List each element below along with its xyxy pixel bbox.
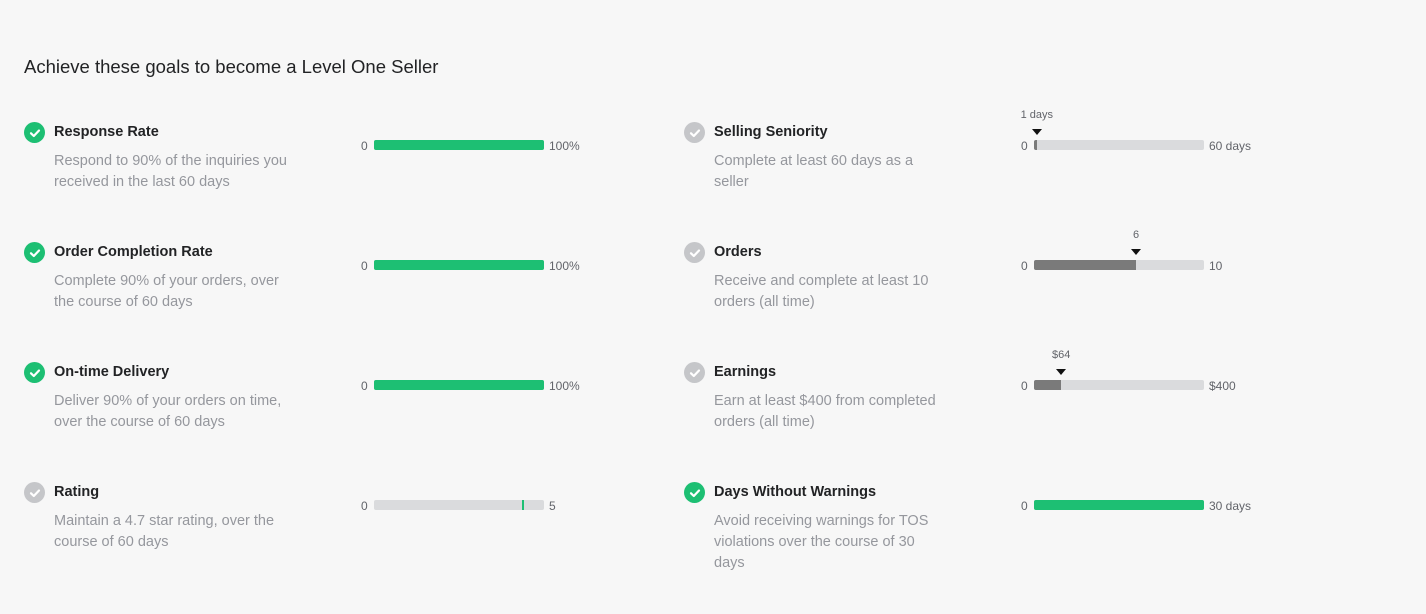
goal-progress: 0 100% [361,139,621,169]
progress-track [374,140,544,150]
progress-fill [374,140,544,150]
goal-description: Deliver 90% of your orders on time, over… [54,393,282,430]
goal-description: Respond to 90% of the inquiries you rece… [54,153,287,190]
progress-max-label: 100% [549,139,580,153]
goal-progress: 0 5 [361,499,621,529]
progress-track [374,260,544,270]
goal-name: Rating [54,484,100,500]
goal-progress: 0 10 6 [1021,229,1281,289]
threshold-marker [521,500,524,510]
goal-description: Avoid receiving warnings for TOS violati… [714,513,929,571]
goal-item: Orders Receive and complete at least 10 … [684,229,1304,352]
progress-fill [1034,260,1136,270]
progress-max-label: $400 [1209,379,1236,393]
caret-down-icon [1031,129,1042,135]
progress-track [374,380,544,390]
progress-min-label: 0 [361,259,368,273]
goal-name: Earnings [714,364,777,380]
progress-fill [374,260,544,270]
goal-name: Order Completion Rate [54,244,213,260]
check-circle-icon [24,242,45,263]
progress-max-label: 100% [549,379,580,393]
goal-description: Complete at least 60 days as a seller [714,153,914,190]
goal-name: Orders [714,244,762,260]
progress-max-label: 100% [549,259,580,273]
goal-item: Days Without Warnings Avoid receiving wa… [684,482,1304,592]
progress-fill [1034,380,1062,390]
goal-description: Receive and complete at least 10 orders … [714,273,929,310]
progress-track [1034,380,1204,390]
check-circle-icon [24,122,45,143]
pending-check-icon [684,362,705,383]
progress-min-label: 0 [361,499,368,513]
progress-min-label: 0 [361,139,368,153]
progress-max-label: 60 days [1209,139,1252,153]
pending-check-icon [684,122,705,143]
progress-fill [374,380,544,390]
goal-progress: 0 100% [361,379,621,409]
goal-description: Maintain a 4.7 star rating, over the cou… [54,513,275,550]
page-title: Achieve these goals to become a Level On… [24,56,439,77]
progress-fill [1034,500,1204,510]
progress-track [1034,140,1204,150]
goal-item: Selling Seniority Complete at least 60 d… [684,109,1304,232]
current-value-label: 1 days [1020,109,1054,121]
caret-down-icon [1131,249,1141,255]
progress-max-label: 5 [549,499,556,513]
caret-down-icon [1056,369,1067,375]
progress-min-label: 0 [1021,259,1028,273]
goal-name: On-time Delivery [54,364,170,380]
goal-name: Response Rate [54,124,159,140]
goal-description: Earn at least $400 from completed orders… [714,393,936,430]
pending-check-icon [24,482,45,503]
current-value-label: 6 [1132,229,1140,241]
goal-item: Order Completion Rate Complete 90% of yo… [24,242,644,352]
pending-check-icon [684,242,705,263]
goal-progress: 0 30 days [1021,499,1281,529]
progress-min-label: 0 [1021,379,1028,393]
progress-min-label: 0 [1021,139,1028,153]
goal-name: Days Without Warnings [714,484,877,500]
goal-progress: 0 $400 $64 [1021,349,1281,409]
progress-fill [1034,140,1037,150]
check-circle-icon [24,362,45,383]
goal-progress: 0 60 days 1 days [1021,109,1281,169]
current-value-label: $64 [1052,349,1071,361]
progress-max-label: 10 [1209,259,1223,273]
progress-track [374,500,544,510]
goal-item: Rating Maintain a 4.7 star rating, over … [24,482,644,592]
goal-item: Response Rate Respond to 90% of the inqu… [24,122,644,232]
goal-item: On-time Delivery Deliver 90% of your ord… [24,362,644,472]
goal-description: Complete 90% of your orders, over the co… [54,273,279,310]
progress-max-label: 30 days [1209,499,1252,513]
progress-track [1034,260,1204,270]
progress-track [1034,500,1204,510]
goal-item: Earnings Earn at least $400 from complet… [684,349,1304,472]
goal-progress: 0 100% [361,259,621,289]
check-circle-icon [684,482,705,503]
progress-min-label: 0 [361,379,368,393]
progress-min-label: 0 [1021,499,1028,513]
goal-name: Selling Seniority [714,124,828,140]
